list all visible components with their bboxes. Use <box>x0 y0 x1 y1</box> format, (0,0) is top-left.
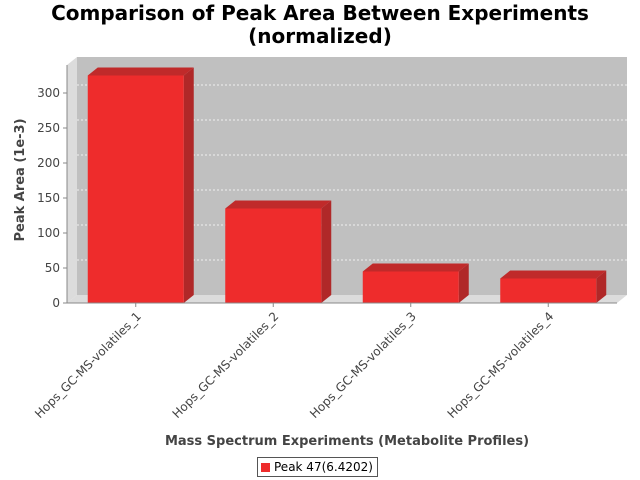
bar-side <box>183 67 194 303</box>
bar <box>362 271 459 303</box>
y-tick-label: 100 <box>37 226 60 240</box>
bar-top <box>225 200 332 209</box>
bars <box>87 67 607 303</box>
x-axis-ticks: Hops_GC-MS-volatiles_1 Hops_GC-MS-volatil… <box>32 303 556 421</box>
legend-swatch <box>261 462 270 472</box>
bar-side <box>458 263 469 303</box>
x-tick-label: Hops_GC-MS-volatiles_4 <box>445 309 557 421</box>
x-tick-label: Hops_GC-MS-volatiles_3 <box>307 309 419 421</box>
plot-left-wall <box>67 57 77 303</box>
bar <box>225 208 322 303</box>
legend-label: Peak 47(6.4202) <box>274 460 373 474</box>
bar <box>500 278 597 303</box>
y-tick-label: 50 <box>45 261 60 275</box>
bar-top <box>362 263 469 272</box>
legend: Peak 47(6.4202) <box>257 457 378 477</box>
y-tick-label: 200 <box>37 156 60 170</box>
bar <box>87 75 184 303</box>
x-tick-label: Hops_GC-MS-volatiles_2 <box>170 309 282 421</box>
y-axis-ticks: 0 50 100 150 200 250 300 <box>37 86 67 310</box>
bar-top <box>500 270 607 279</box>
bar-side <box>321 200 332 303</box>
y-tick-label: 150 <box>37 191 60 205</box>
y-axis-label: Peak Area (1e-3) <box>13 118 28 241</box>
bar-top <box>87 67 194 76</box>
y-tick-label: 300 <box>37 86 60 100</box>
x-axis-label: Mass Spectrum Experiments (Metabolite Pr… <box>165 434 529 449</box>
y-tick-label: 0 <box>52 296 60 310</box>
y-tick-label: 250 <box>37 121 60 135</box>
chart-title-line-1: Comparison of Peak Area Between Experime… <box>51 1 589 25</box>
chart-title-line-2: (normalized) <box>248 24 392 48</box>
bar-side <box>596 270 607 303</box>
x-tick-label: Hops_GC-MS-volatiles_1 <box>32 309 144 421</box>
plot-floor <box>67 295 627 303</box>
chart-title: Comparison of Peak Area Between Experime… <box>0 2 640 48</box>
